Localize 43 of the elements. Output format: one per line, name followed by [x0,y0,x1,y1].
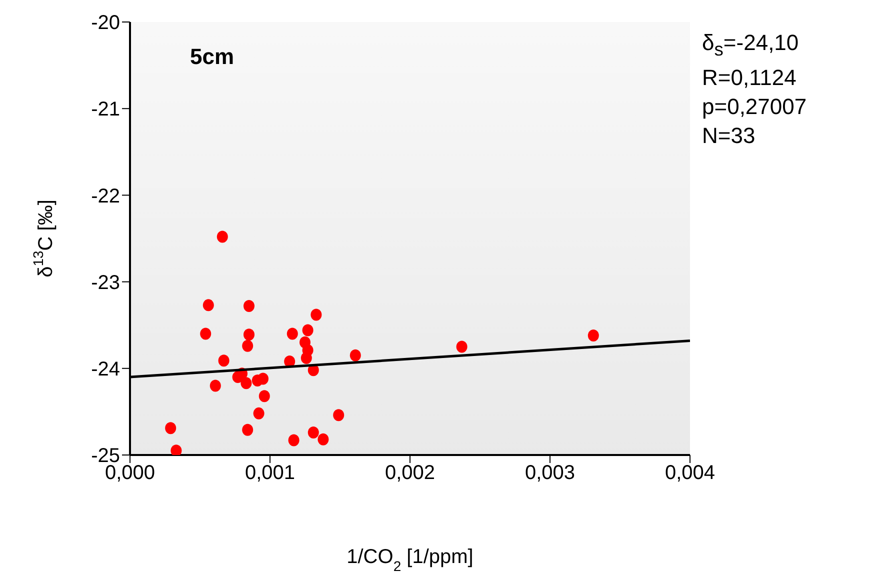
point [200,328,212,340]
x-tick-label: 0,001 [244,462,296,484]
x-tick-label: 0,003 [524,462,576,484]
point [242,424,254,436]
point [308,426,319,438]
y-tick-label: -23 [91,272,120,294]
point [244,300,254,312]
point [216,230,228,243]
point [456,340,468,353]
point [300,352,312,364]
point [350,349,361,362]
point [202,299,214,312]
y-tick-label: -21 [91,98,120,121]
point [210,380,221,392]
point [165,422,176,434]
point [588,329,599,342]
text: δ$_{s}$=-24,10 [702,29,800,62]
x-tick-label: 0,004 [664,462,716,484]
x-tick-label: 0,002 [384,462,436,484]
point [218,354,230,367]
point [244,328,254,341]
point [240,377,252,390]
annotation: 5cm [190,44,234,70]
point [318,433,329,446]
y-tick-label: -24 [91,358,120,380]
point [258,372,268,385]
point [288,434,300,446]
point [253,407,264,420]
point [232,371,244,384]
x-axis-title: 1/CO$_{2}$ [1/ppm] [346,546,474,574]
point [258,390,270,402]
point [170,444,182,455]
text: p=0,27007 [702,93,807,122]
point [302,324,314,336]
x-tick-label: 0,000 [104,462,156,484]
point [333,409,344,422]
point [242,340,254,352]
point [310,308,322,321]
y-tick-label: -20 [91,12,120,34]
text: R=0,1124 [702,64,798,92]
text: N=33 [702,122,756,150]
point [286,328,298,340]
y-tick-label: -22 [91,185,120,208]
